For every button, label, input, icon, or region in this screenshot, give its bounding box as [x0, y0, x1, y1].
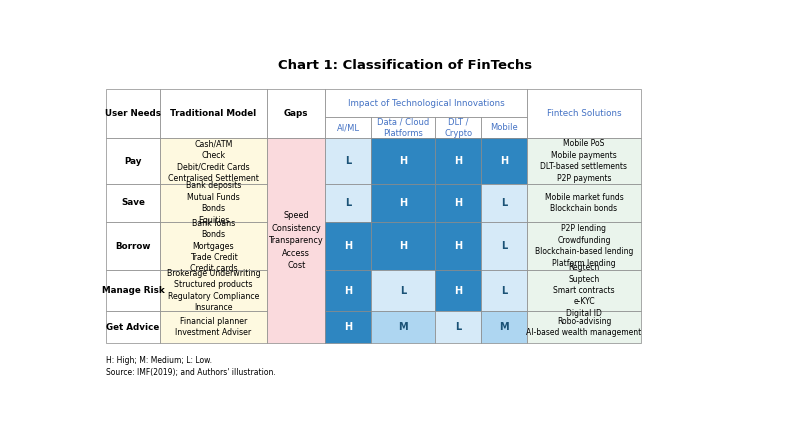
Text: L: L: [501, 198, 507, 208]
Text: Borrow: Borrow: [115, 242, 151, 251]
Text: L: L: [501, 286, 507, 295]
Bar: [481, 184, 527, 222]
Bar: [371, 311, 435, 343]
Bar: [371, 184, 435, 222]
Text: H: H: [454, 286, 462, 295]
Text: H: H: [344, 286, 352, 295]
Text: H: H: [454, 241, 462, 251]
Text: H: H: [500, 156, 509, 166]
Text: Data / Cloud
Platforms: Data / Cloud Platforms: [377, 117, 430, 138]
Bar: [528, 222, 641, 270]
Text: H: H: [454, 156, 462, 166]
Text: Brokerage Underwriting
Structured products
Regulatory Compliance
Insurance: Brokerage Underwriting Structured produc…: [167, 269, 261, 312]
Bar: [528, 89, 641, 138]
Bar: [371, 117, 435, 138]
Bar: [106, 138, 160, 184]
Bar: [106, 270, 160, 311]
Bar: [267, 89, 325, 138]
Bar: [481, 117, 527, 138]
Bar: [160, 222, 267, 270]
Text: H: High; M: Medium; L: Low.
Source: IMF(2019); and Authors' illustration.: H: High; M: Medium; L: Low. Source: IMF(…: [106, 356, 276, 377]
Text: H: H: [454, 198, 462, 208]
Text: Mobile: Mobile: [491, 123, 518, 132]
Text: L: L: [345, 156, 352, 166]
Bar: [325, 311, 371, 343]
Text: Robo-advising
AI-based wealth management: Robo-advising AI-based wealth management: [526, 317, 641, 337]
Bar: [325, 184, 371, 222]
Text: Financial planner
Investment Adviser: Financial planner Investment Adviser: [175, 317, 251, 337]
Bar: [528, 184, 641, 222]
Bar: [160, 311, 267, 343]
Text: Chart 1: Classification of FinTechs: Chart 1: Classification of FinTechs: [278, 59, 532, 72]
Text: DLT /
Crypto: DLT / Crypto: [445, 117, 472, 138]
Text: Cash/ATM
Check
Debit/Credit Cards
Centralised Settlement: Cash/ATM Check Debit/Credit Cards Centra…: [168, 139, 259, 183]
Text: Impact of Technological Innovations: Impact of Technological Innovations: [348, 99, 505, 108]
Bar: [160, 184, 267, 222]
Bar: [528, 311, 641, 343]
Text: L: L: [455, 322, 461, 332]
Text: Mobile PoS
Mobile payments
DLT-based settlements
P2P payments: Mobile PoS Mobile payments DLT-based set…: [540, 139, 627, 183]
Bar: [435, 184, 481, 222]
Text: User Needs: User Needs: [105, 109, 161, 118]
Text: AI/ML: AI/ML: [337, 123, 359, 132]
Text: H: H: [399, 156, 408, 166]
Text: H: H: [344, 241, 352, 251]
Text: M: M: [499, 322, 510, 332]
Bar: [325, 89, 528, 117]
Bar: [435, 222, 481, 270]
Text: Get Advice: Get Advice: [107, 323, 160, 332]
Text: L: L: [401, 286, 407, 295]
Bar: [528, 270, 641, 311]
Bar: [371, 222, 435, 270]
Bar: [371, 270, 435, 311]
Text: Bank loans
Bonds
Mortgages
Trade Credit
Credit cards: Bank loans Bonds Mortgages Trade Credit …: [190, 218, 238, 273]
Text: Mobile market funds
Blockchain bonds: Mobile market funds Blockchain bonds: [544, 193, 623, 213]
Text: L: L: [345, 198, 352, 208]
Text: Fintech Solutions: Fintech Solutions: [547, 109, 621, 118]
Bar: [435, 270, 481, 311]
Bar: [160, 89, 267, 138]
Text: Bank deposits
Mutual Funds
Bonds
Equities: Bank deposits Mutual Funds Bonds Equitie…: [186, 181, 241, 225]
Bar: [435, 117, 481, 138]
Text: Manage Risk: Manage Risk: [102, 286, 164, 295]
Bar: [481, 222, 527, 270]
Bar: [325, 117, 371, 138]
Text: H: H: [399, 198, 408, 208]
Bar: [481, 311, 527, 343]
Text: Gaps: Gaps: [284, 109, 308, 118]
Bar: [481, 270, 527, 311]
Bar: [325, 222, 371, 270]
Bar: [160, 270, 267, 311]
Bar: [267, 138, 325, 343]
Text: H: H: [399, 241, 408, 251]
Text: H: H: [344, 322, 352, 332]
Bar: [435, 138, 481, 184]
Text: Speed
Consistency
Transparency
Access
Cost: Speed Consistency Transparency Access Co…: [269, 211, 324, 270]
Bar: [106, 222, 160, 270]
Bar: [106, 184, 160, 222]
Bar: [106, 311, 160, 343]
Bar: [160, 138, 267, 184]
Bar: [325, 270, 371, 311]
Bar: [325, 138, 371, 184]
Bar: [371, 138, 435, 184]
Text: Pay: Pay: [124, 157, 141, 166]
Bar: [528, 138, 641, 184]
Bar: [106, 89, 160, 138]
Text: Regtech
Suptech
Smart contracts
e-KYC
Digital ID: Regtech Suptech Smart contracts e-KYC Di…: [553, 263, 615, 318]
Text: P2P lending
Crowdfunding
Blockchain-based lending
Platform lending: P2P lending Crowdfunding Blockchain-base…: [535, 224, 633, 268]
Text: Traditional Model: Traditional Model: [171, 109, 257, 118]
Bar: [481, 138, 527, 184]
Bar: [435, 311, 481, 343]
Text: Save: Save: [121, 198, 145, 207]
Text: M: M: [398, 322, 408, 332]
Text: L: L: [501, 241, 507, 251]
